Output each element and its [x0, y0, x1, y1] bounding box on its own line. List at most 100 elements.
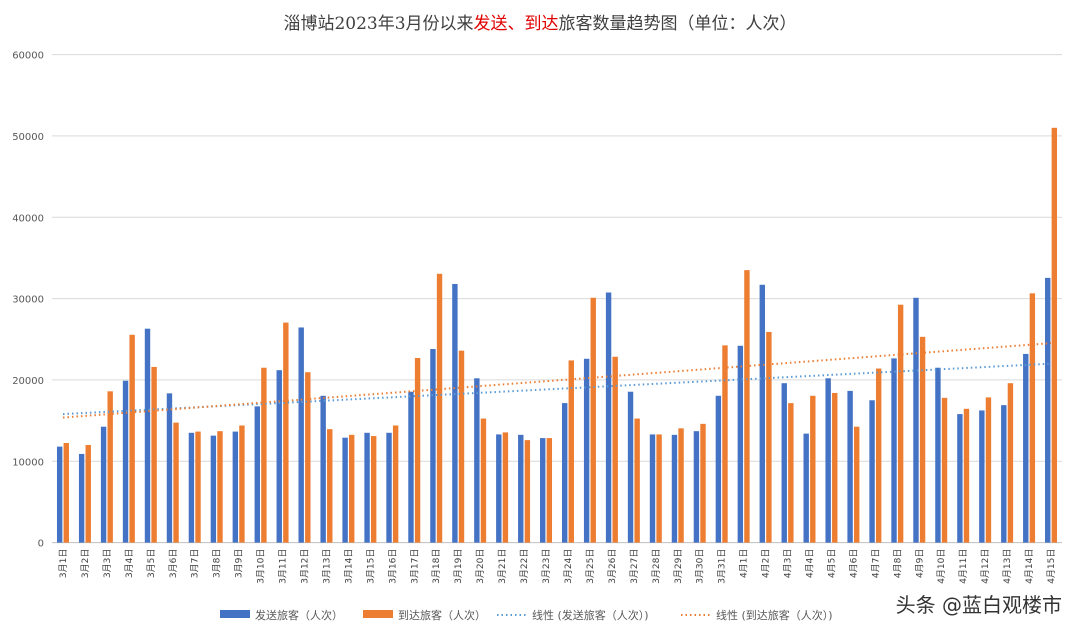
bar-departures: [320, 395, 326, 543]
x-tick-label: 3月28日: [651, 549, 662, 584]
bar-departures: [627, 391, 634, 543]
bar-departures: [540, 438, 546, 543]
x-axis-ticks: 3月1日 3月2日 3月3日 3月4日 3月5日 3月6日 3月7日 3月8日 3月9日 3月10…: [58, 549, 1057, 584]
x-tick-label: 3月29日: [673, 549, 684, 584]
x-tick-label: 3月3日: [102, 549, 113, 578]
title-part: 淄博站2023年3月份以来: [283, 14, 473, 34]
x-tick-label: 4月8日: [892, 549, 903, 578]
x-tick-label: 4月10日: [936, 549, 947, 584]
bar-departures: [78, 453, 85, 543]
bar-arrivals: [129, 334, 135, 543]
bar-arrivals: [546, 438, 553, 543]
x-tick-label: 3月19日: [453, 549, 464, 584]
x-tick-label: 4月6日: [848, 549, 859, 578]
bar-departures: [474, 378, 480, 543]
x-tick-label: 3月23日: [541, 549, 552, 584]
bar-departures: [869, 400, 875, 543]
legend-label: 到达旅客（人次）: [398, 608, 486, 622]
bar-arrivals: [722, 345, 728, 543]
bar-departures: [364, 432, 370, 543]
title-part: 发送、到达: [474, 14, 559, 34]
bar-arrivals: [1007, 383, 1014, 543]
bar-departures: [518, 434, 524, 543]
bar-arrivals: [744, 270, 750, 543]
bar-arrivals: [195, 431, 201, 543]
trendlines: [62, 342, 1052, 419]
bar-departures: [232, 431, 239, 543]
x-tick-label: 3月7日: [190, 549, 201, 578]
legend-label: 发送旅客（人次）: [255, 608, 343, 622]
bar-arrivals: [217, 431, 223, 543]
bar-arrivals: [897, 304, 904, 543]
x-tick-label: 3月31日: [717, 549, 728, 584]
bar-departures: [386, 432, 392, 543]
bar-departures: [759, 284, 765, 543]
bar-arrivals: [63, 442, 69, 543]
x-tick-label: 3月16日: [387, 549, 398, 584]
x-tick-label: 4月13日: [1002, 549, 1013, 584]
bar-arrivals: [854, 426, 860, 543]
bar-arrivals: [414, 357, 421, 543]
bar-arrivals: [107, 391, 113, 543]
bar-departures: [122, 380, 129, 543]
bar-arrivals: [568, 360, 574, 543]
bar-arrivals: [392, 425, 399, 543]
legend-label: 线性 (到达旅客（人次）): [716, 608, 833, 622]
x-tick-label: 4月1日: [739, 549, 750, 578]
bar-departures: [452, 283, 458, 543]
bar-departures: [913, 297, 919, 543]
bar-arrivals: [524, 440, 531, 543]
bar-departures: [825, 378, 831, 543]
bar-arrivals: [985, 397, 992, 543]
bar-arrivals: [590, 297, 596, 543]
bar-departures: [496, 434, 502, 543]
x-tick-label: 3月14日: [343, 549, 354, 584]
x-tick-label: 3月17日: [409, 549, 420, 584]
bar-arrivals: [919, 336, 926, 543]
bar-departures: [166, 393, 173, 543]
x-tick-label: 3月9日: [234, 549, 245, 578]
bar-departures: [847, 390, 853, 543]
bar-departures: [100, 426, 107, 543]
x-tick-label: 3月24日: [563, 549, 574, 584]
bar-departures: [298, 327, 304, 543]
legend-swatch: [363, 610, 393, 618]
bar-arrivals: [656, 434, 662, 543]
bar-arrivals: [832, 392, 838, 543]
bar-arrivals: [261, 367, 267, 543]
y-tick-label: 0: [38, 539, 44, 550]
bar-arrivals: [766, 331, 772, 543]
x-tick-label: 3月4日: [124, 549, 135, 578]
bar-arrivals: [810, 395, 816, 543]
bar-departures: [605, 292, 612, 543]
legend-swatch: [220, 610, 250, 618]
x-tick-label: 4月9日: [914, 549, 925, 578]
bar-departures: [188, 432, 195, 543]
bar-arrivals: [1029, 293, 1036, 543]
bar-arrivals: [283, 322, 289, 543]
x-tick-label: 4月5日: [826, 549, 837, 578]
bar-departures: [693, 431, 700, 543]
x-tick-label: 3月21日: [497, 549, 508, 584]
bar-departures: [781, 383, 787, 543]
bar-departures: [649, 434, 656, 543]
bar-departures: [144, 328, 151, 543]
x-tick-label: 4月2日: [761, 549, 772, 578]
x-tick-label: 3月22日: [519, 549, 530, 584]
bar-arrivals: [941, 397, 948, 543]
bar-departures: [891, 358, 897, 543]
bar-arrivals: [788, 403, 794, 543]
bars: [56, 127, 1058, 543]
x-tick-label: 3月6日: [168, 549, 179, 578]
x-tick-label: 3月15日: [365, 549, 376, 584]
bar-departures: [737, 345, 744, 543]
x-tick-label: 3月30日: [695, 549, 706, 584]
legend: 发送旅客（人次） 到达旅客（人次） 线性 (发送旅客（人次）) 线性 (到达旅客（人次…: [220, 608, 833, 622]
bar-departures: [803, 433, 809, 543]
bar-arrivals: [480, 418, 487, 543]
bar-departures: [957, 414, 963, 543]
x-tick-label: 4月12日: [980, 549, 991, 584]
x-tick-label: 4月3日: [783, 549, 794, 578]
x-tick-label: 3月11日: [278, 549, 289, 584]
